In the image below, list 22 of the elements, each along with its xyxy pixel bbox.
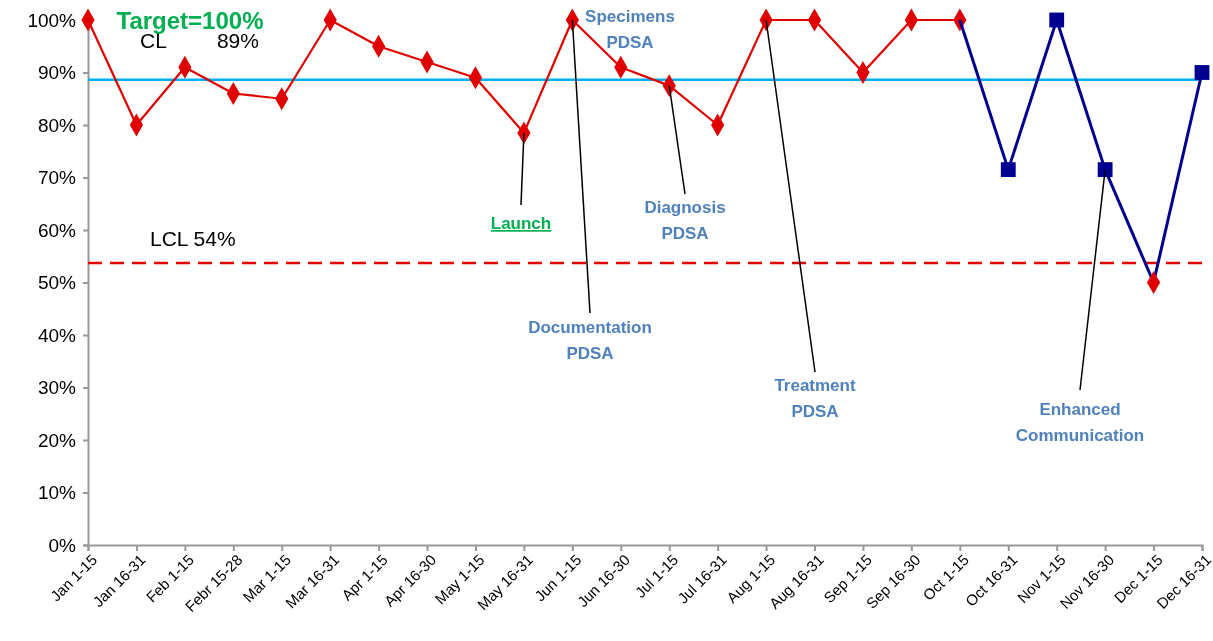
y-tick-label: 40% — [37, 324, 77, 346]
annotation: Enhanced Communication — [1015, 400, 1145, 445]
y-tick-label: 10% — [37, 482, 77, 504]
annotation: Specimens PDSA — [585, 7, 675, 52]
y-tick-label: 100% — [27, 9, 77, 31]
y-tick-label: 20% — [37, 429, 77, 451]
ref-line-label: LCL 54% — [150, 227, 236, 250]
y-tick-label: 80% — [37, 114, 77, 136]
y-tick-label: 60% — [37, 219, 77, 241]
annotation: Diagnosis PDSA — [644, 198, 726, 243]
annotation: Treatment PDSA — [774, 376, 856, 421]
y-tick-label: 70% — [37, 167, 77, 189]
annotation: Documentation PDSA — [528, 318, 652, 363]
y-tick-label: 30% — [37, 377, 77, 399]
point — [1194, 65, 1210, 80]
annotation: Launch — [490, 214, 552, 233]
point — [1049, 12, 1065, 28]
y-tick-label: 90% — [37, 62, 77, 84]
y-tick-label: 0% — [48, 534, 77, 556]
point — [1097, 162, 1113, 178]
y-tick-label: 50% — [37, 272, 77, 294]
point — [1000, 162, 1016, 178]
